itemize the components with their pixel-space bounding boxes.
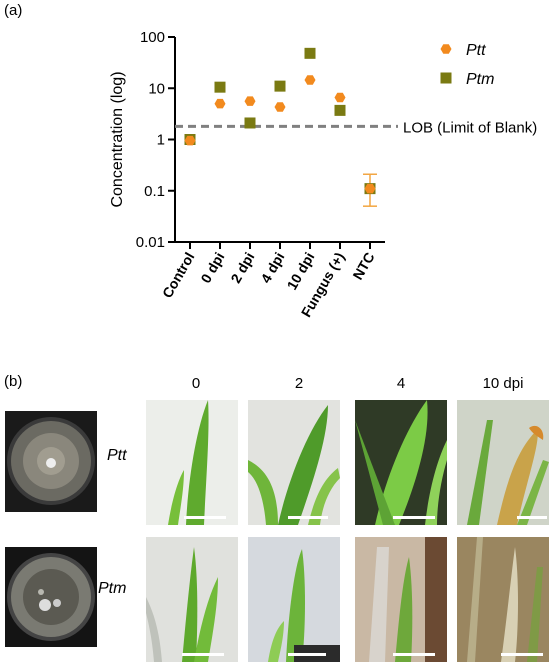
column-label-4: 4 [396, 375, 406, 392]
point-ptm [304, 47, 316, 59]
ptm-0dpi-photo [146, 537, 238, 662]
point-ptt [214, 98, 226, 109]
x-tick-label: 2 dpi [227, 250, 257, 286]
legend-marker-ptt [440, 44, 452, 54]
ptt-10dpi-photo [457, 400, 549, 525]
point-ptt [184, 135, 196, 146]
point-ptm [334, 104, 346, 116]
ptm-4dpi-photo [355, 537, 447, 662]
y-tick-label: 1 [157, 132, 165, 149]
x-tick-label: 0 dpi [197, 250, 227, 286]
petri-dish-ptt-image [5, 411, 97, 512]
x-tick-label: Control [159, 250, 198, 301]
scale-bar [288, 516, 328, 519]
legend-marker-ptm [440, 72, 452, 84]
column-label-2: 2 [294, 375, 304, 392]
ptt-2dpi-photo [248, 400, 340, 525]
point-ptm [244, 117, 256, 129]
scale-bar [182, 653, 224, 656]
y-tick-label: 100 [140, 29, 165, 46]
lob-reference-label: LOB (Limit of Blank) [403, 119, 537, 136]
legend-label-ptm: Ptm [466, 71, 494, 88]
scale-bar [393, 516, 435, 519]
y-tick-label: 10 [148, 80, 165, 97]
point-ptm [214, 81, 226, 93]
scale-bar [184, 516, 226, 519]
y-tick-label: 0.01 [136, 234, 165, 251]
point-ptm [274, 80, 286, 92]
x-tick-label: 4 dpi [257, 250, 287, 286]
scale-bar [501, 653, 543, 656]
scale-bar [517, 516, 547, 519]
ptm-10dpi-photo [457, 537, 549, 662]
point-ptt [304, 75, 316, 85]
ptt-0dpi-photo [146, 400, 238, 525]
ptt-4dpi-photo [355, 400, 447, 525]
y-axis-label: Concentration (log) [109, 71, 126, 207]
legend-label-ptt: Ptt [466, 42, 486, 59]
point-ptt [244, 96, 256, 106]
x-tick-label: NTC [349, 250, 377, 283]
column-label-0: 0 [191, 375, 201, 392]
point-ptt [274, 102, 286, 112]
column-label-10dpi: 10 dpi [482, 375, 524, 392]
scale-bar [393, 653, 435, 656]
y-tick-label: 0.1 [144, 183, 165, 200]
panel-a-label: (a) [4, 2, 23, 19]
petri-dish-ptm-image [5, 547, 97, 647]
point-ptt [334, 92, 346, 103]
point-ptt [364, 183, 376, 194]
scale-bar [288, 653, 326, 656]
row-label-ptt: Ptt [107, 447, 127, 464]
panel-b-label: (b) [4, 373, 23, 390]
scatter-chart: 0.01 0.1 1 10 100 Concentration (log) Control 0… [109, 29, 537, 320]
row-label-ptm: Ptm [98, 580, 127, 597]
ptm-2dpi-photo [248, 537, 340, 662]
